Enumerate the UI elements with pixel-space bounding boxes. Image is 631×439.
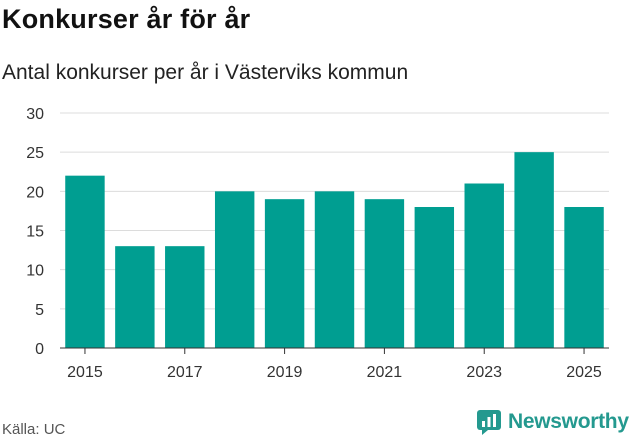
bar-2023[interactable]	[464, 183, 504, 349]
bar-2024[interactable]	[514, 152, 554, 348]
chart-subtitle: Antal konkurser per år i Västerviks komm…	[2, 61, 409, 84]
y-tick-label: 0	[35, 341, 44, 358]
x-tick-label: 2019	[267, 364, 303, 381]
brand-name: Newsworthy	[508, 410, 629, 433]
bar-2018[interactable]	[214, 191, 255, 348]
bar-2015[interactable]	[65, 175, 105, 348]
y-tick-label: 20	[26, 184, 44, 201]
x-tick-label: 2023	[466, 364, 502, 381]
x-axis-ticks: 2015 2017 2019 2021 2023 2025	[67, 348, 602, 381]
x-tick-label: 2025	[566, 364, 602, 381]
bar-2025[interactable]	[564, 207, 604, 348]
y-axis-ticks: 0 5 10 15 20 25 30	[26, 106, 44, 358]
x-tick-label: 2021	[367, 364, 403, 381]
source-note: Källa: UC	[2, 421, 66, 438]
bar-2016[interactable]	[115, 246, 155, 348]
newsworthy-logo-icon	[477, 410, 501, 435]
y-tick-label: 25	[26, 145, 44, 162]
x-tick-label: 2015	[67, 364, 103, 381]
chart-title: Konkurser år för år	[2, 4, 251, 34]
bar-2021[interactable]	[364, 199, 405, 348]
bar-2019[interactable]	[264, 199, 305, 348]
bar-2017[interactable]	[165, 246, 205, 348]
y-tick-label: 5	[35, 302, 44, 319]
bars	[65, 152, 604, 348]
y-tick-label: 30	[26, 106, 44, 123]
bar-2022[interactable]	[414, 207, 455, 348]
y-tick-label: 15	[26, 224, 44, 241]
brand[interactable]: Newsworthy	[476, 409, 629, 435]
bar-2020[interactable]	[314, 191, 355, 348]
y-tick-label: 10	[26, 263, 44, 280]
x-tick-label: 2017	[167, 364, 203, 381]
